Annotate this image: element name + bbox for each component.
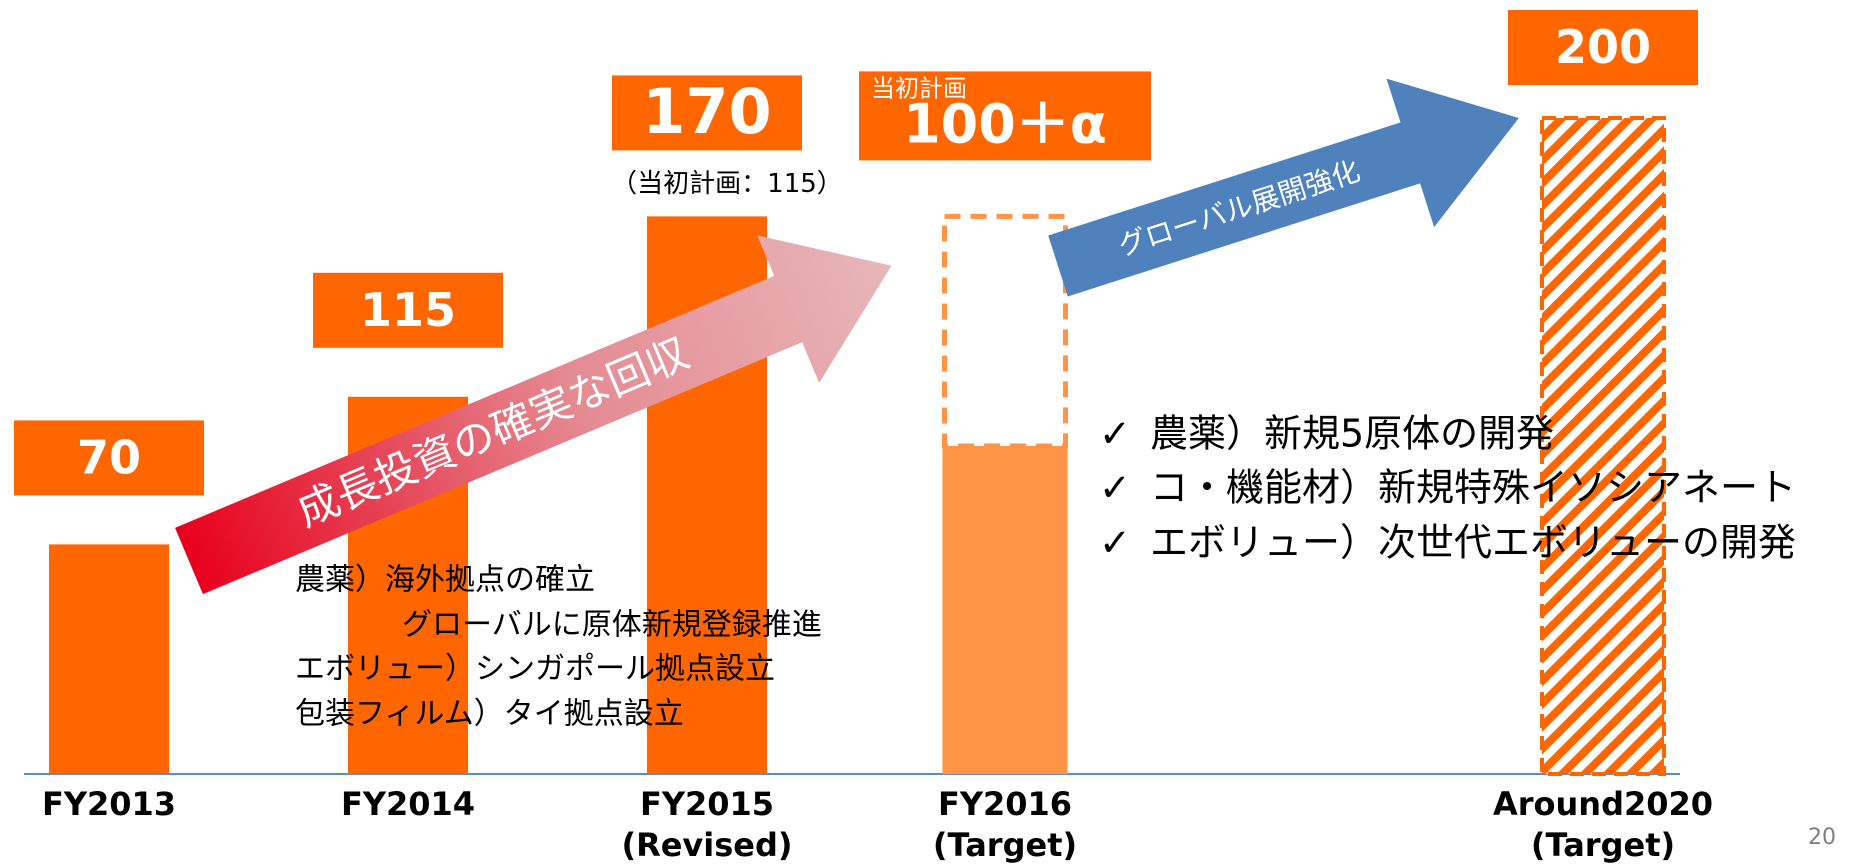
check-mark: ✓ <box>1099 521 1131 565</box>
check-item: エボリュー）次世代エボリューの開発 <box>1150 521 1796 565</box>
note: グローバルに原体新規登録推進 <box>402 608 822 643</box>
note: 包装フィルム）タイ拠点設立 <box>295 697 684 732</box>
bar <box>1540 116 1666 776</box>
bar <box>49 544 169 774</box>
x-tick-label: FY2013 <box>42 785 176 823</box>
bar <box>942 446 1068 774</box>
check-mark: ✓ <box>1099 466 1131 510</box>
arrow-shape <box>175 235 892 595</box>
value-label: 100＋α <box>903 93 1107 156</box>
arrow-shape <box>1048 78 1519 297</box>
note: エボリュー）シンガポール拠点設立 <box>295 652 775 687</box>
label-note: 当初計画 <box>871 74 967 102</box>
x-tick-label: FY2016 <box>938 785 1072 823</box>
value-label: 170 <box>642 75 771 148</box>
x-tick-note: (Revised) <box>621 826 792 864</box>
notes: 農薬）海外拠点の確立 グローバルに原体新規登録推進 エボリュー）シンガポール拠点… <box>295 563 822 732</box>
check-mark: ✓ <box>1099 412 1131 456</box>
value-label: 115 <box>360 283 456 337</box>
x-tick-label: Around2020 <box>1493 785 1713 823</box>
page-number: 20 <box>1808 825 1836 850</box>
x-tick-label: FY2014 <box>341 785 475 823</box>
x-tick-label: FY2015 <box>640 785 774 823</box>
value-label-box <box>612 75 802 151</box>
value-label-box <box>859 71 1151 161</box>
value-label-box <box>313 272 503 348</box>
note: 農薬）海外拠点の確立 <box>295 563 595 598</box>
value-label: 200 <box>1555 20 1651 74</box>
check-item: 農薬）新規5原体の開発 <box>1150 412 1554 456</box>
value-label-box <box>14 420 204 496</box>
label-note: （当初計画：115） <box>611 169 843 199</box>
value-label-box <box>1508 10 1698 85</box>
x-tick-note: (Target) <box>933 826 1077 864</box>
outline-bar <box>942 213 1068 449</box>
check-item: コ・機能材）新規特殊イソシアネート <box>1150 466 1796 510</box>
value-label: 70 <box>77 430 141 484</box>
checklist: ✓ 農薬）新規5原体の開発 ✓ コ・機能材）新規特殊イソシアネート ✓ エボリュ… <box>1099 412 1796 565</box>
x-tick-note: (Target) <box>1531 826 1675 864</box>
